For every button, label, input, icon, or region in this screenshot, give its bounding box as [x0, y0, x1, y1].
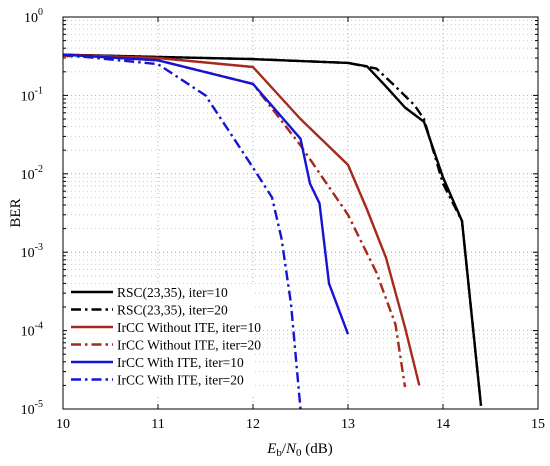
y-tick-label: 10-4 [21, 321, 43, 340]
y-tick-label: 100 [24, 7, 43, 26]
x-tick-label: 11 [151, 417, 164, 432]
x-tick-label: 10 [56, 417, 70, 432]
series-line-3 [62, 53, 421, 386]
x-tick-label: 14 [436, 417, 450, 432]
legend-label: IrCC Without ITE, iter=20 [117, 338, 261, 353]
series-line-2 [62, 53, 483, 406]
series-line-5 [62, 53, 350, 335]
legend-label: IrCC With ITE, iter=20 [117, 373, 244, 388]
legend: RSC(23,35), iter=10 RSC(23,35), iter=20 Ir… [67, 284, 261, 395]
y-tick-label: 10-5 [21, 399, 43, 418]
legend-label: IrCC With ITE, iter=10 [117, 355, 244, 370]
x-tick-label: 15 [531, 417, 545, 432]
x-tick-label: 12 [246, 417, 260, 432]
plot-frame [62, 16, 539, 410]
legend-label: RSC(23,35), iter=10 [117, 285, 228, 300]
x-axis-label: Eb/N0 (dB) [266, 441, 333, 459]
y-tick-label: 10-2 [21, 164, 43, 183]
legend-label: RSC(23,35), iter=20 [117, 303, 228, 318]
x-tick-label: 13 [341, 417, 355, 432]
legend-label: IrCC Without ITE, iter=10 [117, 320, 261, 335]
y-tick-label: 10-3 [21, 242, 43, 261]
series-line-6 [62, 53, 302, 410]
y-axis-label: BER [8, 198, 24, 227]
legend-background [67, 284, 255, 395]
series-lines [62, 53, 483, 410]
y-tick-label: 10-1 [21, 85, 43, 104]
axis-ticks: 10 11 12 13 14 15 100 10-1 10-2 10-3 10-4 10-5 [21, 7, 545, 432]
